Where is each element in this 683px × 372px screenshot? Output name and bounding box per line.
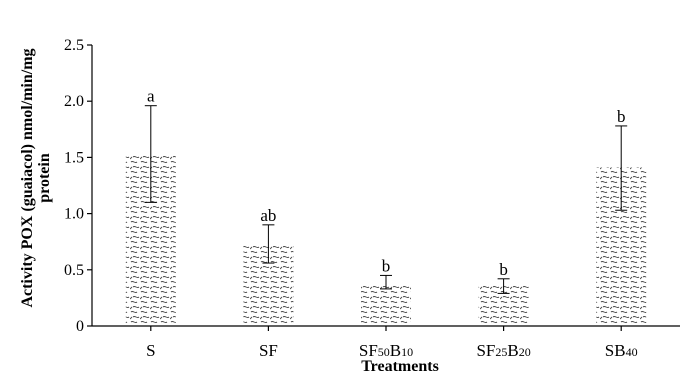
bar [361, 284, 411, 326]
y-tick-label: 1.0 [64, 206, 84, 223]
bars-layer [125, 155, 647, 331]
x-category-label: SB40 [605, 341, 638, 360]
error-bar [615, 125, 628, 211]
y-axis-title-line1: Activity POX (guaiacol) nmol/min/mg [19, 48, 36, 307]
error-bars-layer [144, 105, 628, 294]
x-axis-title: Treatments [361, 358, 439, 372]
x-category-label: SF25B20 [476, 341, 530, 360]
y-tick-label: 1.5 [64, 149, 84, 166]
significance-label: b [382, 256, 391, 275]
y-tick-label: 0.5 [64, 262, 84, 279]
x-category-label: S [146, 341, 155, 360]
error-bar [380, 274, 392, 290]
significance-labels-layer: a ab b b b [147, 87, 625, 279]
significance-label: a [147, 87, 155, 106]
significance-label: ab [260, 206, 276, 225]
y-tick-label: 0 [76, 318, 84, 335]
y-axis-title: Activity POX (guaiacol) nmol/min/mg prot… [19, 48, 53, 307]
x-category-labels-layer: S SF SF50B10 SF25B20 SB40 [146, 341, 638, 360]
significance-label: b [617, 107, 626, 126]
error-bar [262, 224, 275, 264]
y-ticks-layer: 0 0.5 1.0 1.5 2.0 2.5 [64, 37, 92, 335]
y-axis-title-line2: protein [36, 153, 53, 203]
error-bar [497, 278, 510, 294]
y-tick-label: 2.0 [64, 93, 84, 110]
x-category-label: SF [259, 341, 278, 360]
x-category-label: SF50B10 [359, 341, 413, 360]
y-tick-label: 2.5 [64, 37, 84, 54]
significance-label: b [499, 260, 508, 279]
error-bar [144, 105, 157, 203]
